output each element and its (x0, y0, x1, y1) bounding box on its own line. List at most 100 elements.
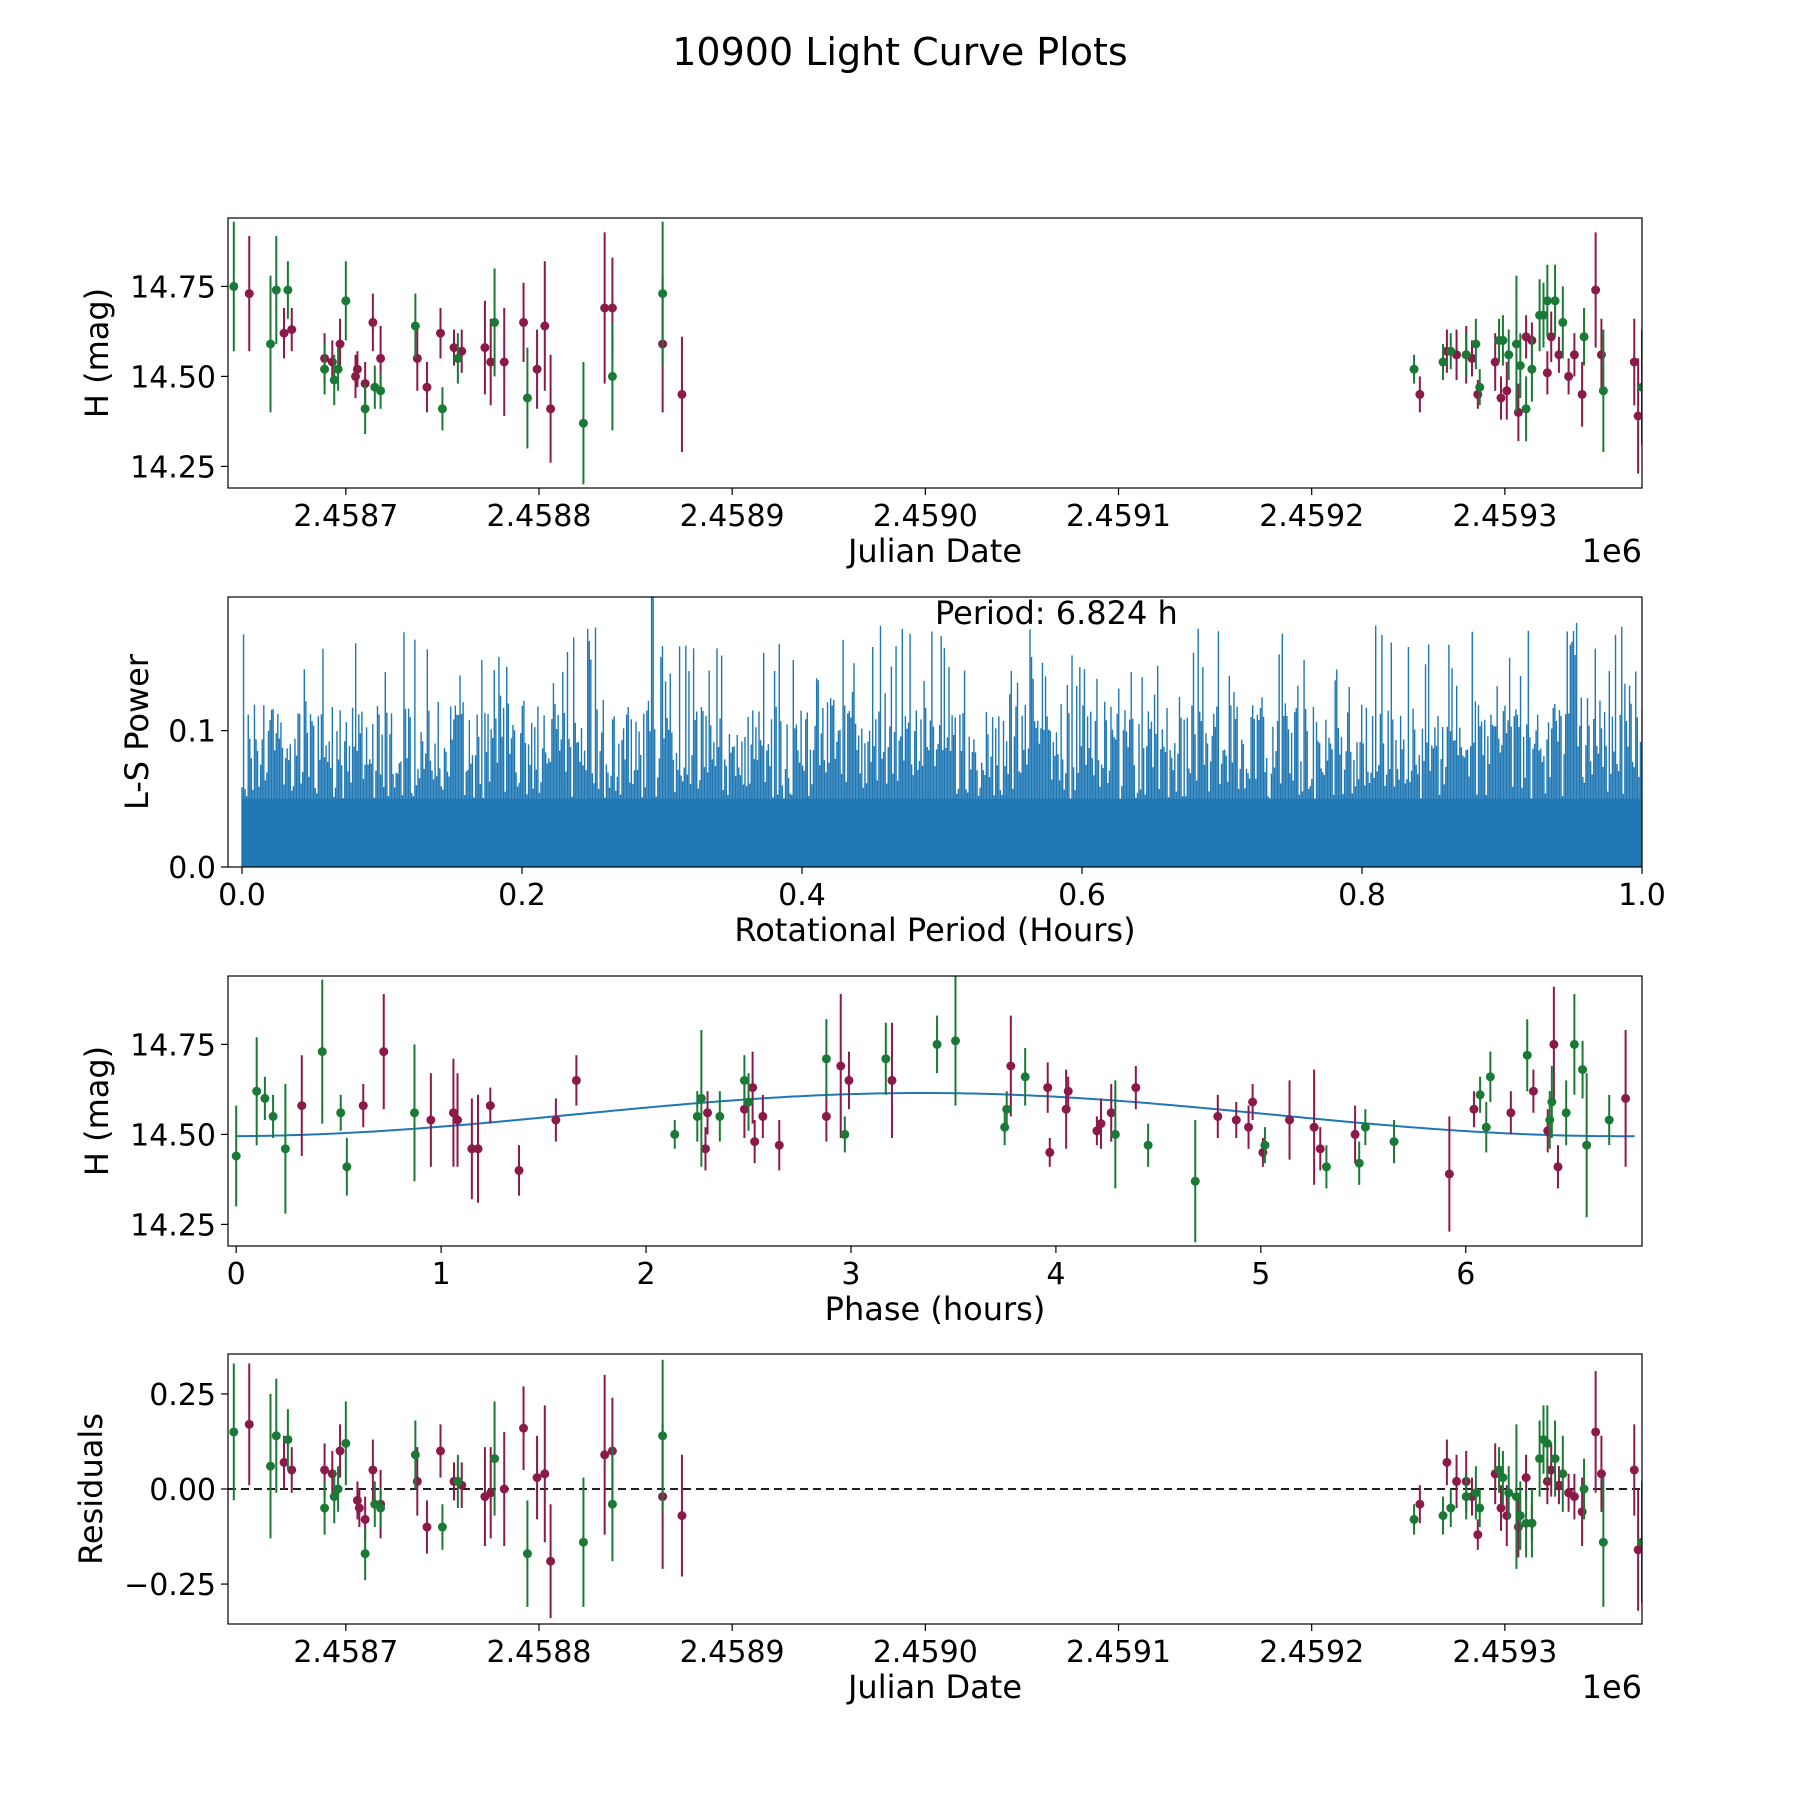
data-point (844, 1075, 854, 1085)
data-point (1553, 1162, 1563, 1172)
data-point (677, 389, 687, 399)
data-point (435, 328, 445, 338)
data-point (358, 1101, 368, 1111)
data-point (607, 303, 617, 313)
data-point (1542, 1438, 1552, 1448)
data-point (265, 339, 275, 349)
data-point (1629, 1465, 1639, 1475)
lightcurve-plot-frame (227, 217, 1643, 489)
data-point (499, 357, 509, 367)
data-point (1542, 296, 1552, 306)
data-point (342, 1162, 352, 1172)
data-point (1598, 386, 1608, 396)
data-point (1444, 1169, 1454, 1179)
y-tick-label: −0.25 (124, 1568, 216, 1603)
data-point (480, 343, 490, 353)
data-point (1579, 1484, 1589, 1494)
data-point (532, 1473, 542, 1483)
data-point (260, 1093, 270, 1103)
data-point (519, 317, 529, 327)
data-point (1106, 1108, 1116, 1118)
data-point (950, 1036, 960, 1046)
y-tick-label: 14.25 (130, 1208, 216, 1243)
data-point (410, 321, 420, 331)
data-point (1515, 1511, 1525, 1521)
data-point (333, 364, 343, 374)
data-point (437, 1522, 447, 1532)
data-point (1260, 1140, 1270, 1150)
data-point (437, 404, 447, 414)
data-point (1621, 1093, 1631, 1103)
data-point (1511, 1492, 1521, 1502)
data-point (287, 325, 297, 335)
data-point (333, 1484, 343, 1494)
data-point (1504, 350, 1514, 360)
data-point (320, 1503, 330, 1513)
data-point (435, 1446, 445, 1456)
data-point (670, 1129, 680, 1139)
periodogram-fill (242, 798, 1642, 867)
data-point (485, 1101, 495, 1111)
data-point (1582, 1140, 1592, 1150)
data-point (280, 1144, 290, 1154)
data-point (329, 1492, 339, 1502)
data-point (1569, 1039, 1579, 1049)
data-point (1527, 1518, 1537, 1528)
data-point (887, 1075, 897, 1085)
data-point (1248, 1097, 1258, 1107)
data-point (1502, 1511, 1512, 1521)
data-point (376, 386, 386, 396)
data-point (1485, 1072, 1495, 1082)
data-point (1550, 296, 1560, 306)
data-point (341, 296, 351, 306)
data-point (229, 281, 239, 291)
data-point (1496, 393, 1506, 403)
data-point (840, 1129, 850, 1139)
data-point (1452, 1476, 1462, 1486)
y-tick-label: 14.50 (130, 1118, 216, 1153)
x-tick-label: 2.4591 (1066, 1635, 1171, 1670)
data-point (265, 1461, 275, 1471)
periodogram-plot-frame (227, 596, 1643, 868)
data-point (739, 1104, 749, 1114)
data-point (1354, 1158, 1364, 1168)
x-tick-label: 2.4588 (487, 1635, 592, 1670)
data-point (412, 353, 422, 363)
data-point (1577, 1507, 1587, 1517)
data-point (1475, 382, 1485, 392)
data-point (1564, 371, 1574, 381)
data-point (1309, 1122, 1319, 1132)
data-point (1535, 1454, 1545, 1464)
data-point (932, 1039, 942, 1049)
x-tick-label: 2.4590 (873, 1635, 978, 1670)
data-point (283, 1435, 293, 1445)
data-point (252, 1086, 262, 1096)
lightcurve-panel: 2.4587 2.4588 2.4589 2.4590 2.4591 2.4592 2.45… (78, 217, 1643, 570)
x-tick-label: 1 (432, 1257, 451, 1292)
data-point (607, 1499, 617, 1509)
data-point (1360, 1122, 1370, 1132)
data-point (1131, 1083, 1141, 1093)
data-point (1473, 1530, 1483, 1540)
y-tick-label: 14.75 (130, 270, 216, 305)
data-point (1515, 361, 1525, 371)
data-point (1549, 1039, 1559, 1049)
x-tick-label: 6 (1456, 1257, 1475, 1292)
data-point (522, 1549, 532, 1559)
data-point (283, 285, 293, 295)
data-point (1110, 1129, 1120, 1139)
data-point (268, 1111, 278, 1121)
data-point (335, 1446, 345, 1456)
x-tick-label: 2 (637, 1257, 656, 1292)
x-tick-label: 2.4587 (293, 1635, 398, 1670)
data-point (1285, 1115, 1295, 1125)
data-point (1143, 1140, 1153, 1150)
data-point (352, 1495, 362, 1505)
data-point (1596, 350, 1606, 360)
data-point (486, 1488, 496, 1498)
data-point (1496, 1503, 1506, 1513)
data-point (453, 1476, 463, 1486)
data-point (1528, 1086, 1538, 1096)
data-point (1043, 1083, 1053, 1093)
data-point (546, 1556, 556, 1566)
